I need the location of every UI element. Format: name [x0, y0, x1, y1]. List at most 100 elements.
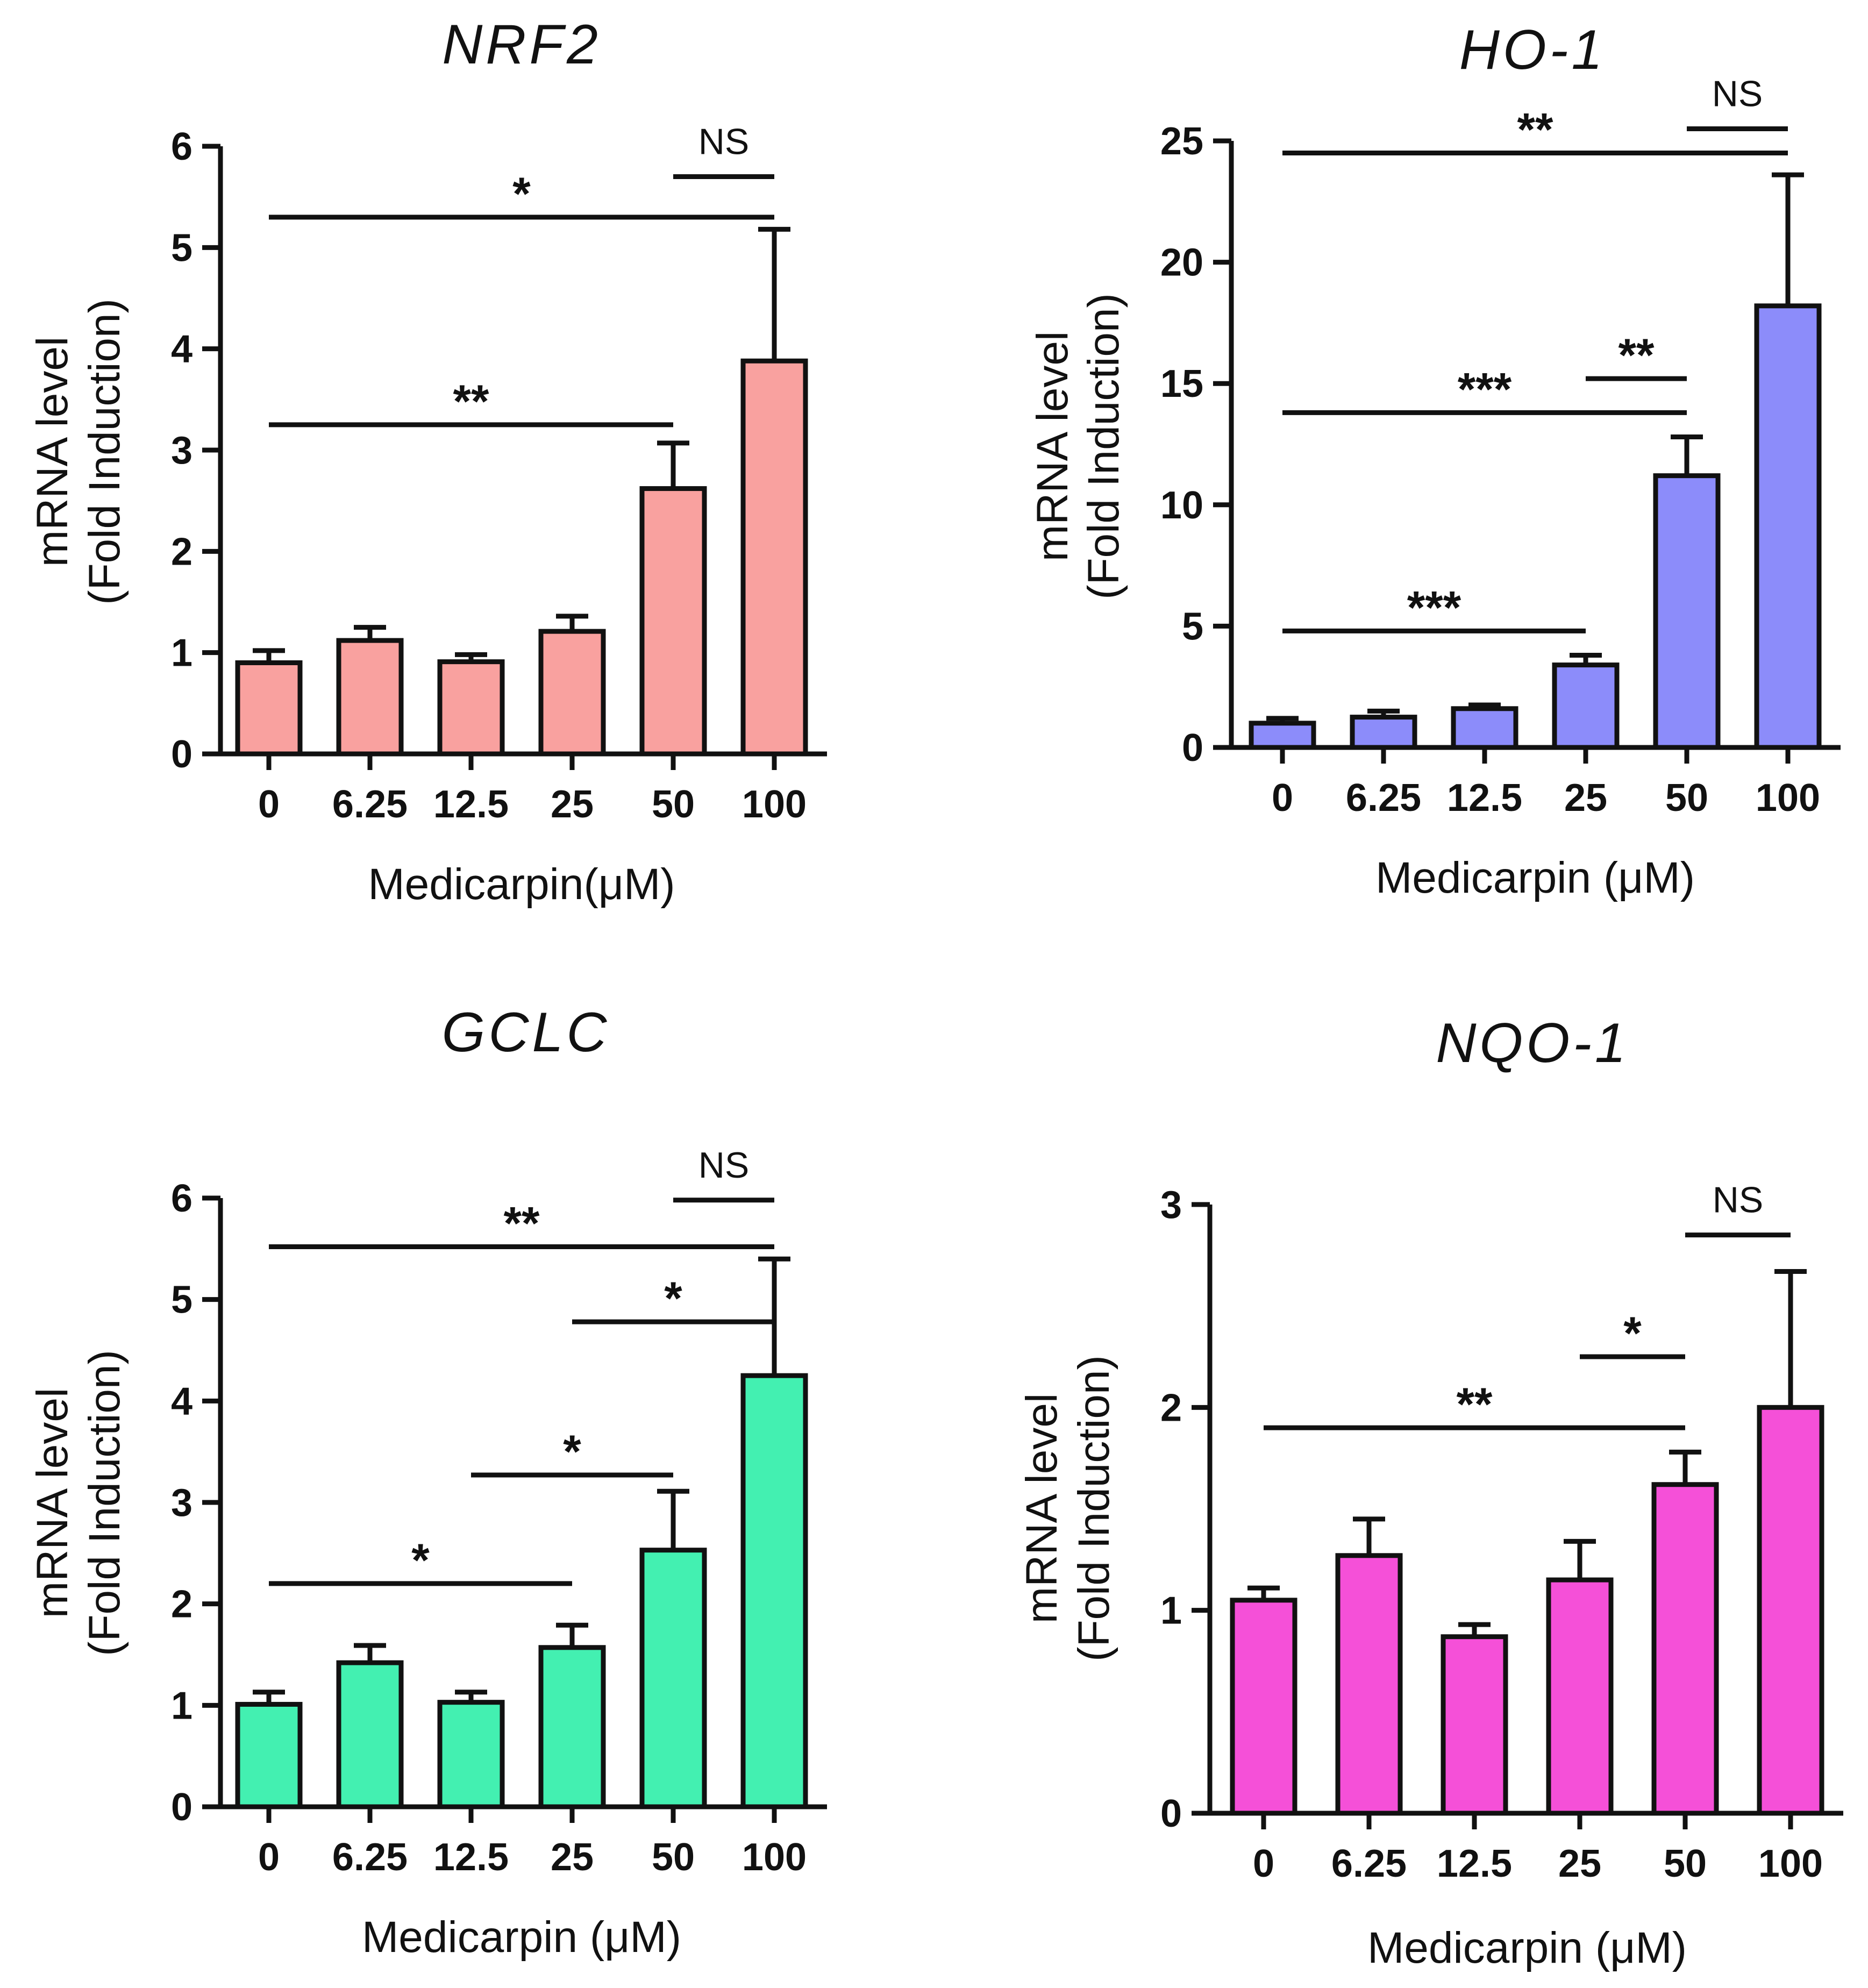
y-tick-label: 6 [171, 1177, 192, 1220]
significance-label: ** [504, 1198, 540, 1250]
chart-title: HO-1 [1459, 19, 1606, 81]
significance-label: ** [1457, 1379, 1493, 1430]
significance-label: * [512, 168, 531, 220]
x-tick-label: 100 [742, 783, 807, 826]
y-axis-label-line1: mRNA level [28, 1388, 77, 1618]
x-axis-label: Medicarpin (μM) [362, 1913, 681, 1962]
x-tick-label: 0 [1272, 776, 1293, 820]
y-tick-label: 0 [171, 1786, 192, 1829]
significance-label: NS [1713, 1180, 1763, 1221]
y-axis-label-line1: mRNA level [28, 337, 77, 567]
bar-12.5 [1451, 706, 1518, 750]
x-tick-label: 25 [551, 1836, 594, 1879]
bar-100 [1757, 1405, 1824, 1816]
y-axis-label-line2: (Fold Induction) [1079, 293, 1128, 600]
significance-label: *** [1458, 364, 1512, 415]
y-tick-label: 1 [171, 632, 192, 675]
bar-100 [740, 1373, 808, 1809]
bar-0 [235, 660, 303, 757]
significance-label: NS [1712, 73, 1763, 114]
y-tick-label: 1 [171, 1684, 192, 1727]
significance-label: * [664, 1273, 682, 1324]
bar-25 [1552, 662, 1620, 750]
x-tick-label: 25 [1564, 776, 1607, 820]
significance-label: ** [1619, 330, 1655, 381]
chart-title: NRF2 [442, 13, 601, 76]
bar-0 [1249, 721, 1316, 750]
y-tick-label: 3 [1160, 1184, 1182, 1227]
y-tick-label: 4 [171, 328, 192, 371]
x-axis-label: Medicarpin (μM) [1367, 1923, 1687, 1972]
y-tick-label: 4 [171, 1380, 192, 1423]
bar-50 [1653, 473, 1721, 750]
bar-50 [639, 1548, 707, 1809]
bar-0 [235, 1701, 303, 1809]
y-tick-label: 10 [1160, 484, 1203, 527]
x-axis-label: Medicarpin(μM) [368, 860, 675, 909]
chart-title: GCLC [442, 1001, 610, 1064]
x-tick-label: 50 [1664, 1842, 1707, 1885]
y-tick-label: 25 [1160, 120, 1203, 163]
y-tick-label: 0 [1182, 726, 1203, 769]
y-tick-label: 0 [171, 733, 192, 776]
bar-6.25 [1350, 715, 1417, 750]
y-tick-label: 3 [171, 429, 192, 472]
y-tick-label: 5 [171, 226, 192, 269]
y-tick-label: 15 [1160, 362, 1203, 405]
x-tick-label: 100 [1756, 776, 1820, 820]
bar-12.5 [437, 659, 505, 757]
bar-25 [538, 1645, 606, 1809]
x-axis-label: Medicarpin (μM) [1375, 853, 1695, 902]
x-tick-label: 12.5 [1447, 776, 1522, 820]
bar-12.5 [437, 1700, 505, 1809]
y-tick-label: 3 [171, 1481, 192, 1524]
significance-label: NS [698, 1145, 749, 1186]
y-tick-label: 5 [171, 1279, 192, 1322]
y-axis-label-line1: mRNA level [1028, 331, 1077, 561]
y-tick-label: 6 [171, 125, 192, 168]
x-tick-label: 12.5 [1437, 1842, 1512, 1885]
x-tick-label: 6.25 [332, 1836, 408, 1879]
y-tick-label: 1 [1160, 1590, 1182, 1633]
y-axis-label-line1: mRNA level [1017, 1393, 1066, 1623]
x-tick-label: 100 [742, 1836, 807, 1879]
x-tick-label: 25 [1558, 1842, 1601, 1885]
x-tick-label: 12.5 [433, 783, 509, 826]
y-axis-label-line2: (Fold Induction) [80, 1350, 129, 1656]
bar-100 [740, 358, 808, 757]
y-axis-label-line2: (Fold Induction) [80, 298, 129, 605]
x-tick-label: 0 [258, 783, 280, 826]
x-tick-label: 6.25 [1346, 776, 1421, 820]
y-tick-label: 2 [1160, 1386, 1182, 1429]
x-tick-label: 0 [1253, 1842, 1274, 1885]
significance-label: ** [453, 376, 489, 427]
bar-25 [538, 629, 606, 757]
bar-50 [639, 486, 707, 757]
chart-panel-ho-1: HO-1 0 5 10 15 20 25 0 6.25 12.5 25 50 100 Medicarpin… [1028, 19, 1841, 902]
y-tick-label: 2 [171, 1583, 192, 1626]
chart-title: NQO-1 [1436, 1012, 1629, 1074]
bar-50 [1651, 1482, 1719, 1816]
bar-12.5 [1441, 1634, 1508, 1816]
y-axis-label-line2: (Fold Induction) [1070, 1355, 1118, 1662]
significance-label: * [411, 1535, 430, 1586]
x-tick-label: 12.5 [433, 1836, 509, 1879]
bar-6.25 [1335, 1553, 1403, 1816]
x-tick-label: 0 [258, 1836, 280, 1879]
y-tick-label: 5 [1182, 605, 1203, 648]
significance-label: * [1623, 1308, 1642, 1359]
bar-6.25 [336, 1660, 404, 1809]
y-tick-label: 0 [1160, 1792, 1182, 1835]
x-tick-label: 6.25 [332, 783, 408, 826]
chart-panel-nrf2: NRF2 0 1 2 3 4 5 6 0 6.25 12.5 25 50 100 Medicarpin(μM… [28, 13, 827, 909]
x-tick-label: 100 [1758, 1842, 1823, 1885]
significance-label: NS [698, 122, 749, 162]
x-tick-label: 25 [551, 783, 594, 826]
significance-label: * [563, 1426, 581, 1478]
bar-25 [1546, 1577, 1614, 1816]
bar-0 [1230, 1598, 1297, 1816]
bar-6.25 [336, 638, 404, 757]
x-tick-label: 50 [1665, 776, 1708, 820]
y-tick-label: 2 [171, 530, 192, 573]
